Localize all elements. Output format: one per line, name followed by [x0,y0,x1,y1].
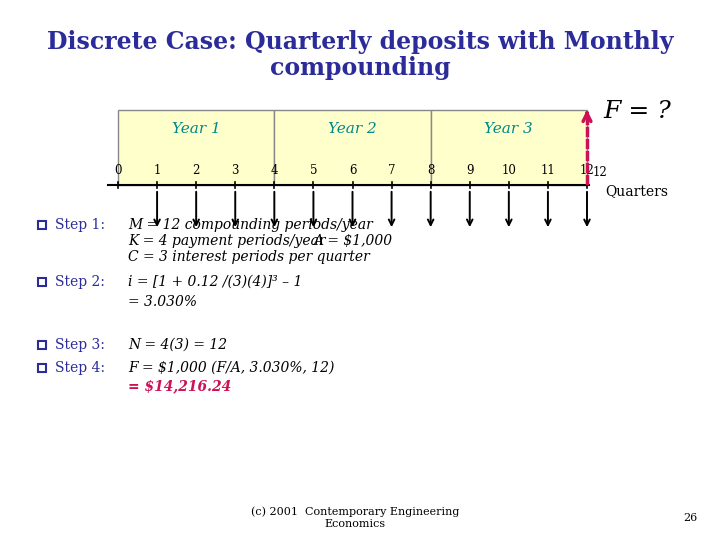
Text: = $14,216.24: = $14,216.24 [128,379,231,393]
Text: = 3.030%: = 3.030% [128,295,197,309]
Text: K = 4 payment periods/year: K = 4 payment periods/year [128,234,325,248]
Text: 0: 0 [114,164,122,177]
Text: Discrete Case: Quarterly deposits with Monthly: Discrete Case: Quarterly deposits with M… [47,30,673,54]
Text: C = 3 interest periods per quarter: C = 3 interest periods per quarter [128,250,370,264]
Text: Year 3: Year 3 [485,122,534,136]
Bar [118,110,274,185]
Text: 4: 4 [271,164,278,177]
Text: 1: 1 [153,164,161,177]
Text: 3: 3 [232,164,239,177]
Bar [38,278,46,286]
Text: 10: 10 [501,164,516,177]
Text: 5: 5 [310,164,318,177]
Text: 2: 2 [192,164,200,177]
Text: 26: 26 [683,513,697,523]
Text: 9: 9 [466,164,474,177]
Text: Step 4:: Step 4: [55,361,105,375]
Text: Quarters: Quarters [605,184,668,198]
Text: i = [1 + 0.12 /(3)(4)]³ – 1: i = [1 + 0.12 /(3)(4)]³ – 1 [128,275,302,289]
Text: A = $1,000: A = $1,000 [313,234,392,248]
Bar [38,341,46,349]
Text: 12: 12 [580,164,595,177]
Text: Step 2:: Step 2: [55,275,105,289]
Text: Year 2: Year 2 [328,122,377,136]
Text: Year 1: Year 1 [172,122,220,136]
Bar [38,221,46,229]
Text: 12: 12 [593,166,608,179]
Text: compounding: compounding [270,56,450,80]
Text: 7: 7 [388,164,395,177]
Text: (c) 2001  Contemporary Engineering
Economics: (c) 2001 Contemporary Engineering Econom… [251,507,459,529]
Text: 11: 11 [541,164,555,177]
Text: N = 4(3) = 12: N = 4(3) = 12 [128,338,227,352]
Text: M = 12 compounding periods/year: M = 12 compounding periods/year [128,218,373,232]
Bar [274,110,431,185]
Text: Step 1:: Step 1: [55,218,105,232]
Bar [431,110,587,185]
Bar [38,364,46,372]
Text: Step 3:: Step 3: [55,338,105,352]
Text: F = ?: F = ? [603,100,671,124]
Text: F = $1,000 (F/A, 3.030%, 12): F = $1,000 (F/A, 3.030%, 12) [128,361,334,375]
Text: 8: 8 [427,164,434,177]
Text: 6: 6 [348,164,356,177]
